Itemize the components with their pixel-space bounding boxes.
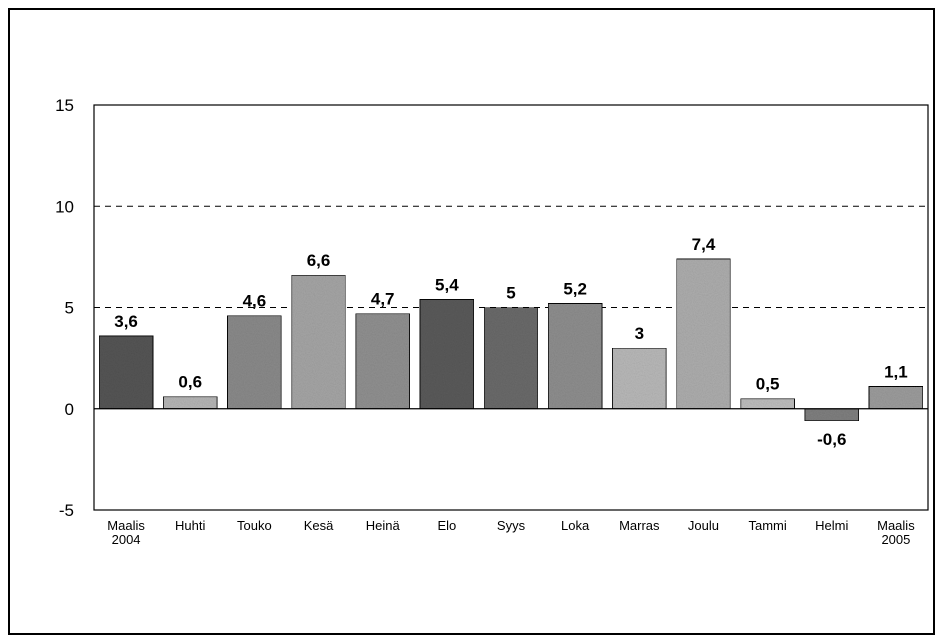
bar <box>676 258 731 410</box>
x-tick-label: Maalis <box>877 518 915 533</box>
bar <box>355 313 411 410</box>
data-label: 5,2 <box>563 279 587 298</box>
x-tick-label: Maalis <box>107 518 145 533</box>
data-label: -0,6 <box>817 430 846 449</box>
y-tick-label: 0 <box>65 400 74 419</box>
x-tick-label: Tammi <box>748 518 786 533</box>
gridlines <box>94 205 928 308</box>
y-axis-ticks: 15 10 5 0 -5 <box>55 96 74 520</box>
x-tick-label: Touko <box>237 518 272 533</box>
x-tick-label: Marras <box>619 518 660 533</box>
data-label: 0,5 <box>756 375 780 394</box>
x-tick-label: Loka <box>561 518 590 533</box>
x-tick-label: Elo <box>437 518 456 533</box>
bar <box>740 398 796 410</box>
x-tick-label: Joulu <box>688 518 719 533</box>
bar <box>162 396 218 410</box>
data-label: 0,6 <box>178 373 202 392</box>
data-label: 3 <box>635 324 644 343</box>
bar <box>611 347 667 410</box>
data-label: 3,6 <box>114 312 138 331</box>
x-tick-label: Heinä <box>366 518 401 533</box>
bar <box>804 408 860 422</box>
x-tick-label: Syys <box>497 518 526 533</box>
data-label: 6,6 <box>307 251 331 270</box>
data-label: 4,6 <box>243 292 267 311</box>
bars <box>98 258 924 422</box>
x-tick-label: 2005 <box>881 532 910 547</box>
data-label: 7,4 <box>692 235 716 254</box>
x-tick-label: 2004 <box>112 532 141 547</box>
y-tick-label: -5 <box>59 501 74 520</box>
data-label: 5,4 <box>435 275 459 294</box>
y-tick-label: 5 <box>65 299 74 318</box>
bar <box>419 298 475 410</box>
data-label: 5 <box>506 284 515 303</box>
x-tick-label: Kesä <box>304 518 334 533</box>
x-tick-label: Helmi <box>815 518 848 533</box>
x-tick-label: Huhti <box>175 518 205 533</box>
data-label: 1,1 <box>884 362 908 381</box>
bar <box>483 307 539 410</box>
bar <box>291 274 346 410</box>
bar <box>547 302 603 410</box>
y-tick-label: 15 <box>55 96 74 115</box>
bar <box>98 335 154 410</box>
y-tick-label: 10 <box>55 197 74 216</box>
data-labels: 3,6 0,6 4,6 6,6 4,7 5,4 5 5,2 3 7,4 0,5 -0,6 1,1 <box>114 235 907 449</box>
data-label: 4,7 <box>371 290 395 309</box>
bar <box>868 385 924 410</box>
bar <box>226 315 282 410</box>
